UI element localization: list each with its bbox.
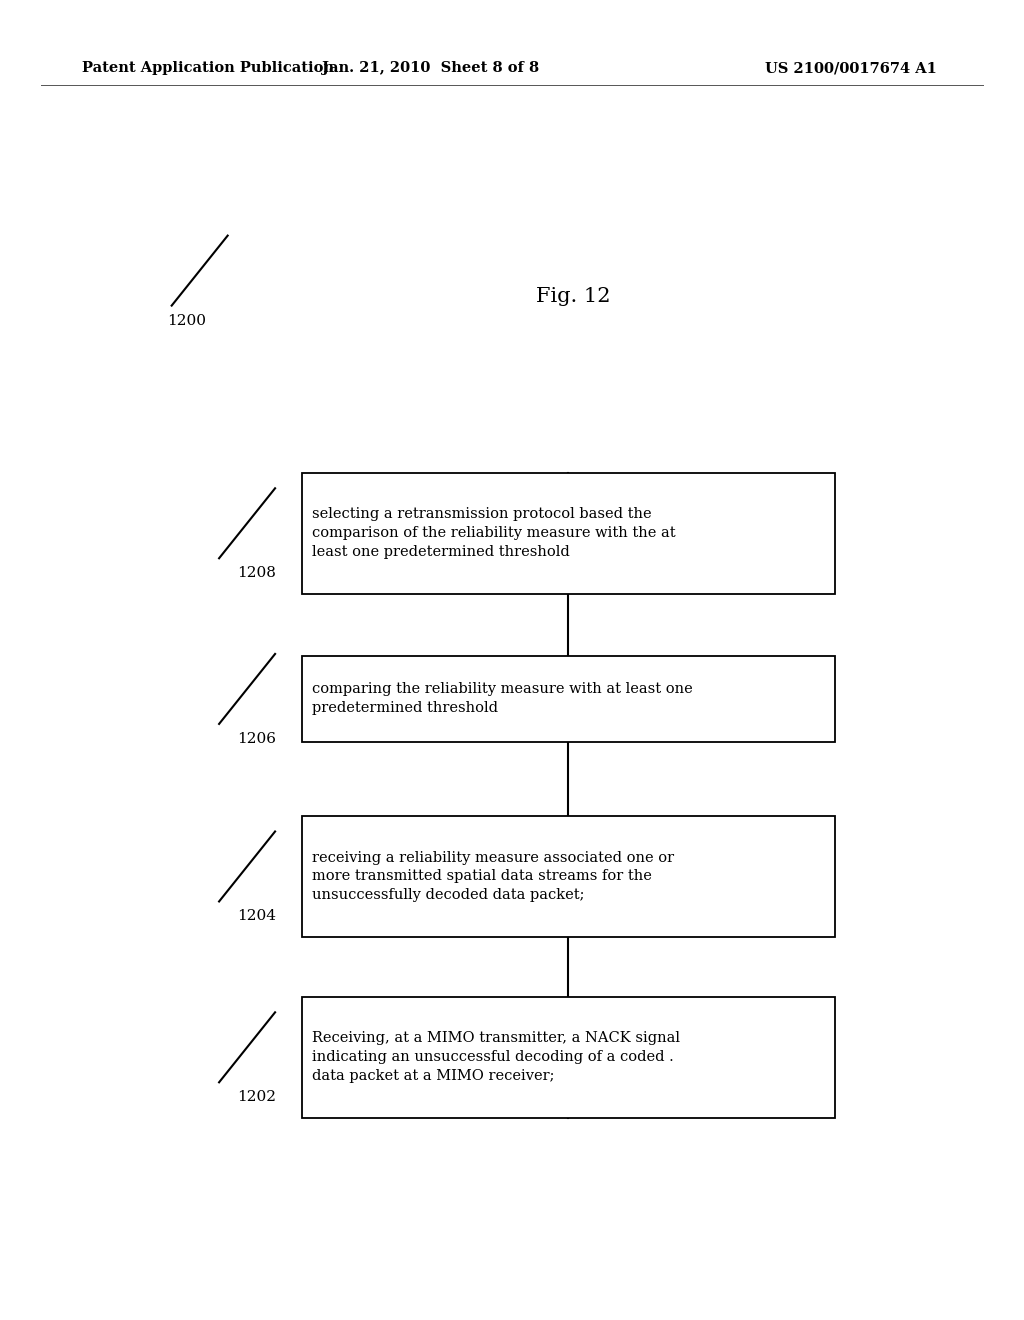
Text: 1208: 1208: [238, 566, 275, 581]
Text: comparing the reliability measure with at least one
predetermined threshold: comparing the reliability measure with a…: [312, 682, 693, 715]
Text: 1204: 1204: [238, 909, 276, 924]
Text: Fig. 12: Fig. 12: [537, 288, 610, 306]
Text: Jan. 21, 2010  Sheet 8 of 8: Jan. 21, 2010 Sheet 8 of 8: [322, 61, 539, 75]
Bar: [302, 997, 835, 1118]
Bar: [302, 816, 835, 937]
Text: 1200: 1200: [167, 314, 206, 327]
Text: Receiving, at a MIMO transmitter, a NACK signal
indicating an unsuccessful decod: Receiving, at a MIMO transmitter, a NACK…: [312, 1031, 680, 1084]
Text: selecting a retransmission protocol based the
comparison of the reliability meas: selecting a retransmission protocol base…: [312, 507, 676, 560]
Text: US 2100/0017674 A1: US 2100/0017674 A1: [765, 61, 937, 75]
Text: Patent Application Publication: Patent Application Publication: [82, 61, 334, 75]
Text: 1206: 1206: [238, 731, 276, 746]
Text: 1202: 1202: [238, 1090, 276, 1105]
Text: receiving a reliability measure associated one or
more transmitted spatial data : receiving a reliability measure associat…: [312, 850, 674, 903]
Bar: [302, 656, 835, 742]
Bar: [302, 473, 835, 594]
